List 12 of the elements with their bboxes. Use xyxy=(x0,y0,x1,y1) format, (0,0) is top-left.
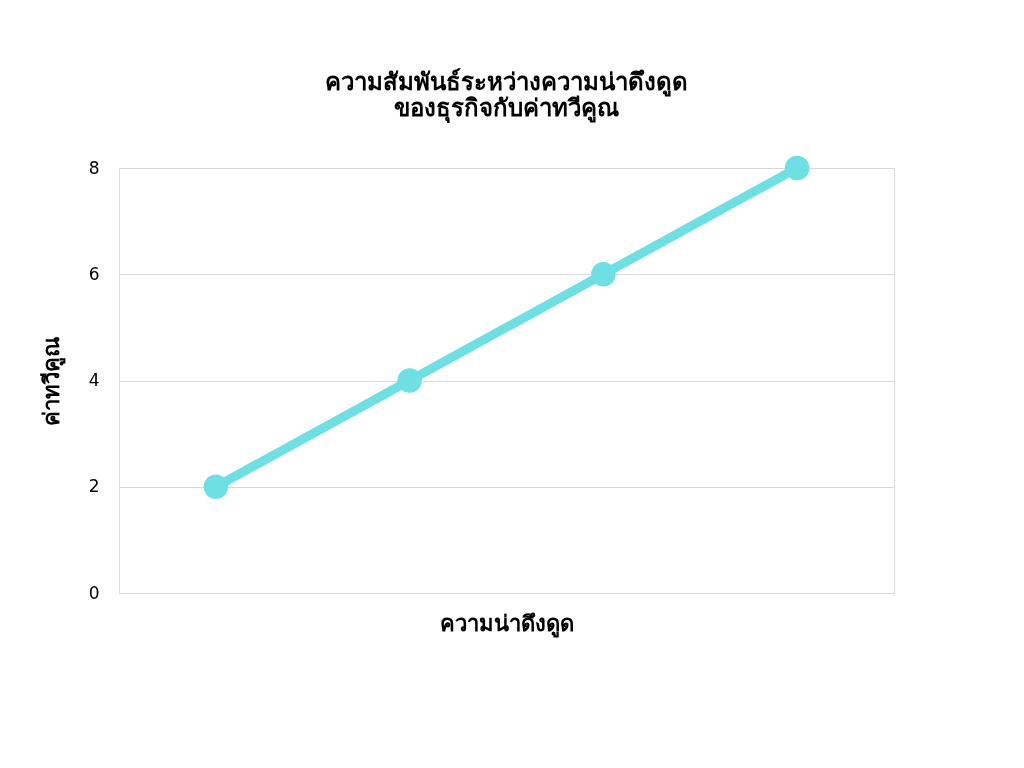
point xyxy=(397,368,422,393)
y-axis-title: ค่าทวีคูณ xyxy=(38,336,66,426)
y-tick-label: 2 xyxy=(88,476,100,497)
point xyxy=(591,262,616,287)
point xyxy=(203,474,229,499)
x-axis-title: ความน่าดึงดูด xyxy=(440,610,574,638)
y-tick-label: 8 xyxy=(88,157,100,178)
y-tick-label: 6 xyxy=(88,263,100,284)
y-tick-label: 0 xyxy=(88,582,100,603)
y-tick-label: 4 xyxy=(88,370,100,390)
chart-title: ความสัมพันธ์ระหว่างความน่าดึงดูด ของธุรกิจกับค่าทวีคูณ xyxy=(325,67,688,124)
point xyxy=(784,155,810,181)
